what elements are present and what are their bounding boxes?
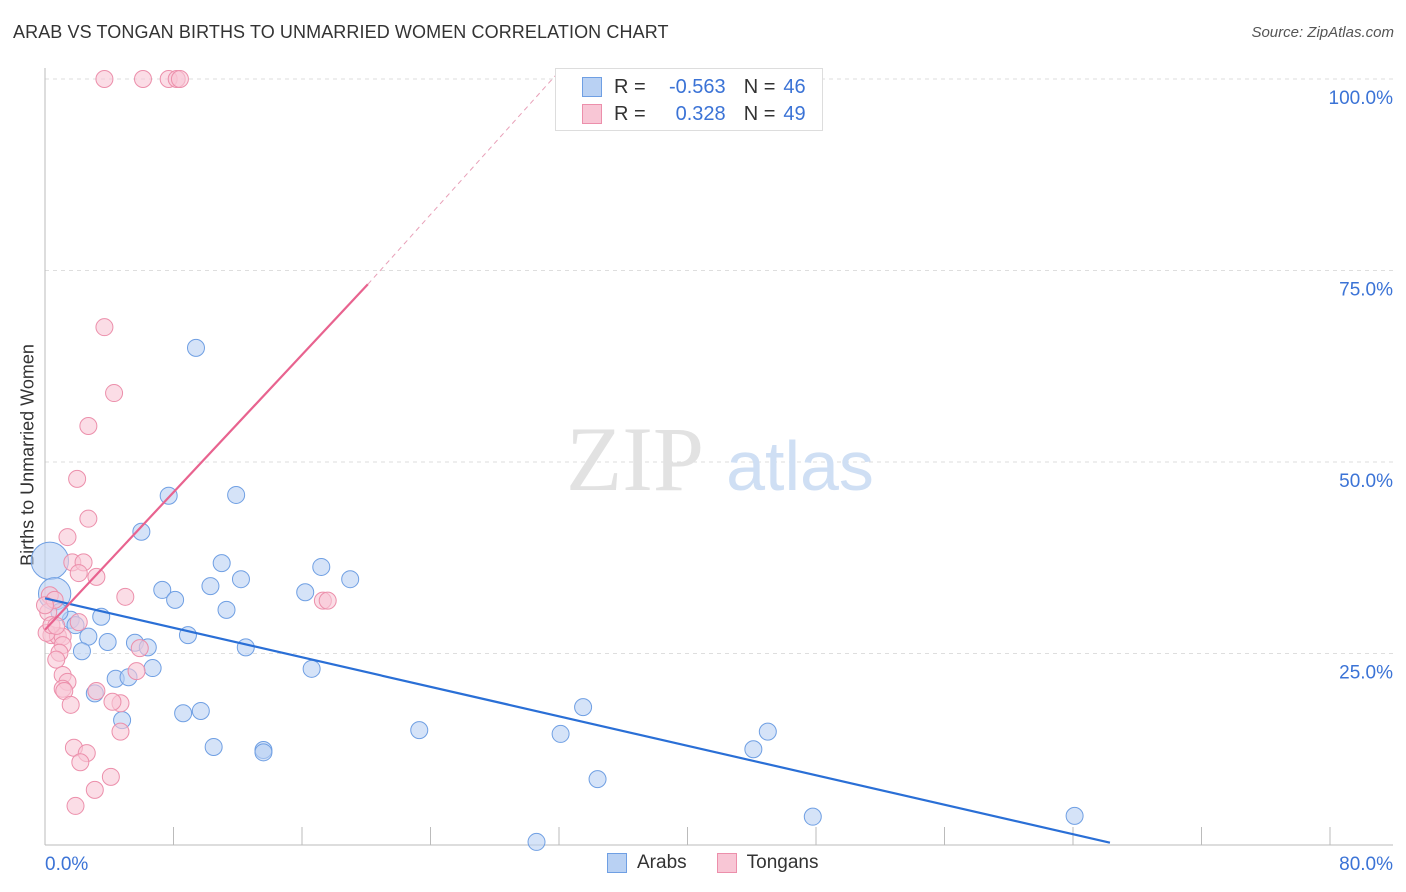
arab-point	[551, 724, 570, 743]
tongan-point	[58, 528, 77, 547]
tongan-point	[85, 780, 104, 799]
correlation-legend: R = -0.563 N = 46 R = 0.328 N = 49	[555, 68, 823, 131]
chart-title: ARAB VS TONGAN BIRTHS TO UNMARRIED WOMEN…	[13, 22, 669, 42]
tongan-point	[71, 753, 90, 772]
tongan-point	[66, 796, 85, 815]
tongan-point	[127, 662, 146, 681]
arab-point	[236, 638, 255, 657]
arab-point	[227, 485, 246, 504]
n-value: 46	[783, 75, 806, 98]
tongan-point	[130, 639, 149, 658]
tongans-swatch	[582, 104, 602, 124]
r-label: R =	[614, 75, 646, 98]
y-tick-label: 75.0%	[1339, 280, 1393, 301]
arab-point	[98, 633, 117, 652]
watermark-zip: ZIP	[566, 408, 704, 510]
arab-point	[72, 642, 91, 661]
arab-point	[758, 722, 777, 741]
watermark-atlas: atlas	[726, 427, 874, 505]
tongan-point	[36, 596, 54, 615]
tongan-trend-extension	[367, 74, 557, 285]
legend-item-arabs[interactable]: Arabs	[607, 852, 687, 874]
arab-point	[803, 807, 822, 826]
arab-point	[143, 659, 162, 678]
arab-point	[186, 338, 205, 357]
arabs-swatch	[582, 77, 602, 97]
arab-point	[217, 600, 236, 619]
arab-point	[410, 721, 429, 740]
arab-trend-line	[44, 597, 1111, 844]
chart-source: Source: ZipAtlas.com	[1251, 24, 1394, 41]
legend-row-arabs: R = -0.563 N = 46	[582, 75, 806, 99]
tongan-point	[68, 469, 87, 488]
arab-point	[296, 583, 315, 602]
y-tick-label: 25.0%	[1339, 663, 1393, 684]
tongan-point	[79, 509, 98, 528]
legend-item-tongans[interactable]: Tongans	[716, 852, 819, 874]
n-label: N =	[743, 75, 776, 98]
tongan-point	[69, 564, 88, 583]
arab-point	[30, 541, 70, 581]
tongan-point	[111, 722, 130, 741]
legend-label: Tongans	[746, 852, 819, 873]
arab-point	[312, 557, 331, 576]
arab-point	[132, 522, 151, 541]
tongan-point	[61, 695, 80, 714]
y-tick-label: 100.0%	[1329, 88, 1394, 109]
arab-point	[204, 737, 223, 756]
tongan-point	[170, 70, 189, 88]
arabs-swatch	[607, 853, 627, 873]
tongan-point	[101, 767, 120, 786]
tongan-point	[79, 416, 98, 435]
tongan-point	[47, 616, 66, 635]
arab-point	[341, 570, 360, 589]
watermark: ZIP atlas	[566, 408, 874, 510]
arab-point	[254, 743, 273, 762]
legend-row-tongans: R = 0.328 N = 49	[582, 102, 806, 126]
arab-point	[166, 590, 185, 609]
arab-point	[527, 832, 546, 851]
arab-point	[153, 580, 172, 599]
tongan-point	[116, 587, 135, 606]
tongan-point	[87, 682, 106, 701]
arab-point	[1065, 806, 1084, 825]
r-value: -0.563	[668, 75, 726, 98]
arab-point	[191, 701, 210, 720]
x-tick-label-max: 80.0%	[1339, 854, 1393, 875]
arab-point	[174, 704, 193, 723]
y-tick-label: 50.0%	[1339, 471, 1393, 492]
tongan-point	[95, 318, 114, 337]
arab-point	[302, 659, 321, 678]
tongan-point	[95, 70, 114, 88]
r-label: R =	[614, 102, 646, 125]
tongan-point	[47, 650, 66, 669]
tongan-point	[105, 384, 124, 403]
arab-point	[588, 770, 607, 789]
n-value: 49	[783, 102, 806, 125]
arab-point	[212, 554, 231, 573]
n-label: N =	[743, 102, 776, 125]
tongans-swatch	[716, 853, 737, 873]
tongan-point	[87, 567, 106, 586]
x-tick-label-min: 0.0%	[45, 854, 88, 875]
arab-point	[574, 698, 593, 717]
tongan-point	[69, 613, 88, 632]
tongan-trend-line	[44, 283, 369, 631]
tongan-point	[103, 692, 122, 711]
tongan-point	[318, 591, 337, 610]
tongan-point	[133, 70, 152, 88]
series-legend: Arabs Tongans	[607, 852, 818, 874]
r-value: 0.328	[675, 102, 726, 125]
arab-point	[201, 577, 220, 596]
arab-point	[231, 570, 250, 589]
arab-point	[744, 740, 763, 759]
legend-label: Arabs	[637, 852, 687, 873]
